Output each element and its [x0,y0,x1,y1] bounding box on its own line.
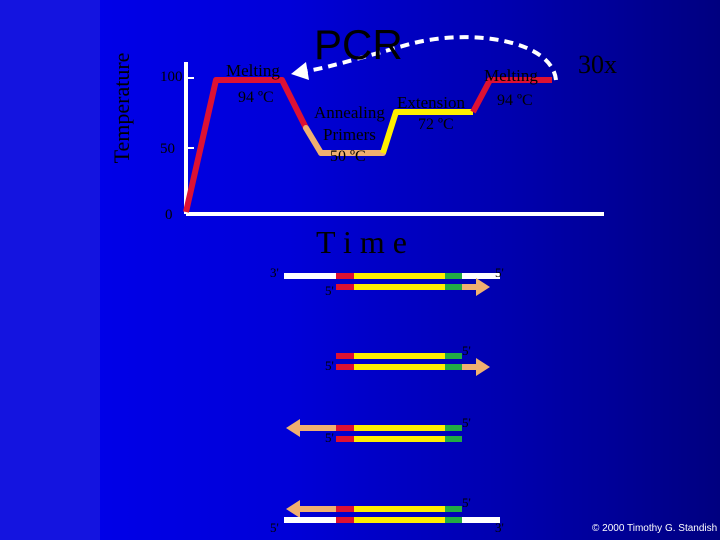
extension-temp: 72 ºC [418,116,454,133]
annealing-label: Annealing [314,103,385,122]
row4-top-label: 5' [462,495,471,510]
row3-top-label: 5' [462,415,471,430]
title-pcr: PCR [314,21,403,68]
copyright: © 2000 Timothy G. Standish [592,523,718,534]
row2-bottom-label: 5' [325,358,334,373]
row1-primer-label: 5' [325,283,334,298]
left-strip [0,0,100,540]
melting2-segment [470,77,552,114]
row4-right-label: 3' [495,520,504,535]
y-tick-label-100: 100 [160,69,183,85]
primers-label: Primers [323,125,376,144]
row1-right-label: 5' [495,265,504,280]
melting-ramp-segment [183,77,309,213]
x-axis-title: T i m e [316,224,407,260]
row1-left-label: 3' [270,265,279,280]
extension-segment [380,109,473,154]
row2-top-label: 5' [462,343,471,358]
row3-bottom-label: 5' [325,430,334,445]
row2-extension-arrowhead [476,358,490,376]
row3-extension-arrowhead [286,419,300,437]
extension-label: Extension [397,93,465,112]
melting2-label: Melting [484,66,538,85]
cycles-label: 30x [578,50,617,79]
melting1-temp: 94 ºC [238,89,274,106]
annealing-ramp-segment [303,125,324,156]
y-tick-label-50: 50 [160,141,175,157]
cycle-arrowhead [291,62,309,80]
melting2-temp: 94 ºC [497,92,533,109]
cycle-arrow [299,35,558,81]
row1-extension-arrowhead [476,278,490,296]
y-axis-title: Temperature [109,52,134,164]
melting1-label: Melting [226,61,280,80]
row4-left-label: 5' [270,520,279,535]
row4-extension-arrowhead [286,500,300,518]
y-tick-label-0: 0 [165,207,173,223]
annealing-temp: 50 ºC [330,148,366,165]
